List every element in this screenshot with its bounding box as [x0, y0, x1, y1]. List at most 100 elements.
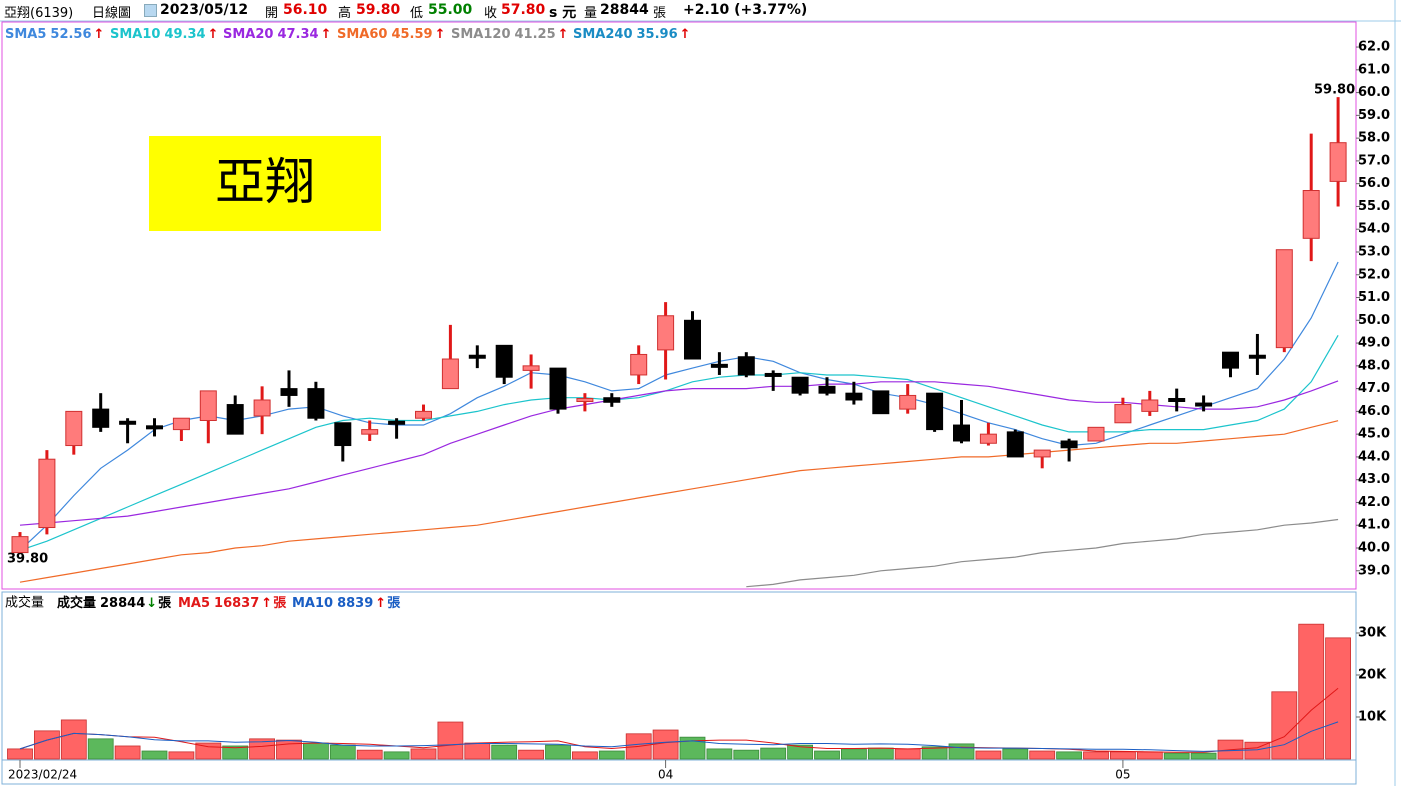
stock-name: 亞翔(6139)	[4, 6, 74, 21]
candle-body	[737, 356, 755, 376]
legend-part: 45.59	[391, 27, 432, 42]
unit: s 元	[549, 5, 577, 21]
volume-bar	[7, 748, 33, 760]
ma-line	[19, 334, 1339, 551]
y-tick-label: 46.0	[1358, 404, 1390, 419]
volume-bar	[921, 746, 948, 760]
ma-legend: SMA5 52.56 ↑	[5, 27, 104, 42]
volume-bar	[787, 744, 813, 760]
item-value: 57.80	[501, 2, 546, 18]
candle-body	[1222, 351, 1239, 369]
candle-body	[1006, 431, 1024, 458]
volume-bar	[1244, 741, 1271, 760]
ma-legend: MA10 8839 ↑張	[292, 596, 401, 611]
volume-bar	[141, 750, 168, 760]
ma-legend: SMA60 45.59 ↑	[337, 27, 445, 42]
ma-line	[19, 721, 1339, 752]
volume-bar	[867, 747, 894, 760]
x-tick-label: 04	[658, 768, 673, 782]
y-tick-label: 20K	[1358, 668, 1387, 683]
ma-legend: SMA120 41.25 ↑	[451, 27, 569, 42]
volume-bar	[114, 745, 141, 760]
legend-part: SMA20	[223, 27, 273, 42]
volume-legend: 成交量 28844↓張	[57, 595, 172, 611]
y-tick-label: 48.0	[1358, 358, 1390, 373]
x-tick-label: 05	[1115, 768, 1130, 782]
candle-body	[603, 397, 621, 403]
legend-part: SMA5	[5, 27, 46, 42]
item-label: 收	[484, 6, 498, 21]
y-tick-label: 41.0	[1358, 518, 1390, 533]
volume-bar	[841, 748, 867, 760]
low-annotation: 39.80	[7, 552, 48, 567]
legend-part: SMA240	[573, 27, 633, 42]
legend-part: 28844	[100, 596, 145, 611]
ma-line	[19, 420, 1339, 583]
candle-body	[199, 390, 217, 421]
candle-body	[630, 353, 648, 376]
candle-body	[657, 315, 675, 351]
volume-bar	[814, 750, 840, 760]
candle-body	[361, 429, 379, 435]
candle-body	[495, 344, 513, 378]
item-value: 56.10	[283, 2, 328, 18]
volume-bar	[1056, 751, 1082, 760]
candle-body	[576, 398, 594, 402]
y-tick-label: 43.0	[1358, 472, 1390, 487]
candle-body	[684, 319, 701, 360]
y-tick-label: 62.0	[1358, 40, 1390, 55]
y-tick-label: 55.0	[1358, 199, 1390, 214]
volume-bar	[249, 738, 276, 760]
volume-bar	[948, 743, 975, 760]
y-tick-label: 50.0	[1358, 313, 1390, 328]
y-tick-label: 58.0	[1358, 131, 1390, 146]
volume-bar	[598, 750, 625, 760]
candle-body	[710, 363, 728, 368]
title-box	[149, 136, 381, 231]
item-label: 開	[265, 6, 279, 21]
ma-line	[19, 261, 1339, 551]
candle-body	[388, 420, 406, 425]
y-tick-label: 54.0	[1358, 222, 1390, 237]
y-tick-label: 39.0	[1358, 563, 1390, 578]
candle-body	[1060, 440, 1078, 449]
volume-bar	[383, 751, 410, 760]
legend-part: ↑	[208, 27, 219, 42]
legend-part: ↑	[321, 27, 332, 42]
ma-legend: SMA10 49.34 ↑	[110, 27, 218, 42]
volume-bar	[1190, 752, 1217, 760]
candle-body	[1087, 426, 1105, 442]
volume-bar	[760, 747, 787, 760]
volume-bar	[679, 736, 706, 760]
y-tick-label: 10K	[1358, 710, 1387, 725]
legend-part: ↑	[375, 596, 386, 611]
y-tick-label: 52.0	[1358, 267, 1390, 282]
candle-body	[791, 376, 809, 394]
volume-bar	[87, 738, 114, 760]
volume-bar	[572, 751, 598, 760]
volume-bar	[545, 744, 571, 760]
volume-bar	[1136, 751, 1163, 760]
volume-bar	[329, 744, 356, 760]
volume-bar	[1002, 748, 1029, 760]
legend-part: 8839	[337, 596, 373, 611]
volume-bar	[491, 744, 518, 760]
y-tick-label: 30K	[1358, 626, 1387, 641]
legend-part: ↑	[435, 27, 446, 42]
candle-body	[1275, 249, 1293, 349]
legend-part: 張	[387, 596, 401, 611]
candle-body	[818, 385, 836, 394]
checkbox[interactable]	[144, 4, 157, 17]
candle-body	[253, 399, 271, 417]
candle-body	[280, 388, 298, 396]
candle-body	[441, 358, 459, 390]
candle-body	[1329, 142, 1347, 182]
date: 2023/05/12	[160, 2, 249, 18]
volume-bar	[437, 721, 464, 760]
volume-bar	[60, 719, 87, 760]
volume-bar	[410, 748, 437, 760]
stock-title: 亞翔	[215, 153, 315, 211]
candle-body	[172, 417, 190, 431]
candle-body	[468, 354, 486, 359]
